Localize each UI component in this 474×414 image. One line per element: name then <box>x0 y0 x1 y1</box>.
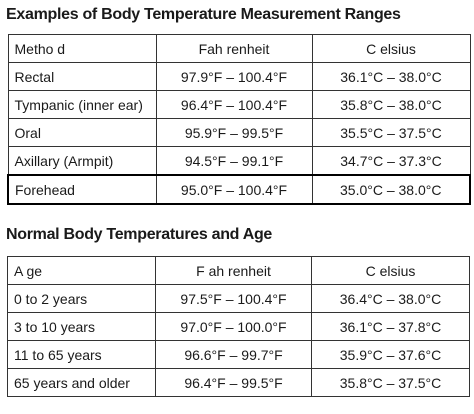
fahrenheit-cell: 96.6°F – 99.7°F <box>155 340 312 369</box>
age-cell: 3 to 10 years <box>7 312 156 341</box>
method-cell: Rectal <box>7 62 157 91</box>
fahrenheit-cell: 96.4°F – 100.4°F <box>155 90 313 119</box>
celsius-cell: 35.9°C – 37.6°C <box>311 340 470 369</box>
measurement-table-title: Examples of Body Temperature Measurement… <box>6 6 401 23</box>
header-fahrenheit: F ah renheit <box>155 256 312 285</box>
method-cell: Forehead <box>7 174 157 205</box>
header-age: A ge <box>7 256 156 285</box>
fahrenheit-cell: 94.5°F – 99.1°F <box>155 146 313 176</box>
celsius-cell: 36.1°C – 37.8°C <box>311 312 470 341</box>
table-header-row: Metho d Fah renheit C elsius <box>7 34 471 63</box>
celsius-cell: 36.1°C – 38.0°C <box>311 62 471 91</box>
celsius-cell: 35.0°C – 38.0°C <box>311 174 471 205</box>
age-cell: 65 years and older <box>7 368 156 397</box>
method-cell: Oral <box>7 118 157 147</box>
age-cell: 0 to 2 years <box>7 284 156 313</box>
table-row: 65 years and older 96.4°F – 99.5°F 35.8°… <box>7 368 470 397</box>
table-row: Tympanic (inner ear) 96.4°F – 100.4°F 35… <box>7 90 471 119</box>
fahrenheit-cell: 97.9°F – 100.4°F <box>155 62 313 91</box>
header-fahrenheit: Fah renheit <box>155 34 313 63</box>
header-method: Metho d <box>7 34 157 63</box>
celsius-cell: 35.8°C – 37.5°C <box>311 368 470 397</box>
celsius-cell: 34.7°C – 37.3°C <box>311 146 471 176</box>
method-cell: Tympanic (inner ear) <box>7 90 157 119</box>
celsius-cell: 35.5°C – 37.5°C <box>311 118 471 147</box>
age-temperatures-table: A ge F ah renheit C elsius 0 to 2 years … <box>7 256 470 397</box>
table-row: Axillary (Armpit) 94.5°F – 99.1°F 34.7°C… <box>7 146 471 176</box>
table-header-row: A ge F ah renheit C elsius <box>7 256 470 285</box>
celsius-cell: 36.4°C – 38.0°C <box>311 284 470 313</box>
fahrenheit-cell: 97.0°F – 100.0°F <box>155 312 312 341</box>
table-row: 11 to 65 years 96.6°F – 99.7°F 35.9°C – … <box>7 340 470 369</box>
age-cell: 11 to 65 years <box>7 340 156 369</box>
table-row: Oral 95.9°F – 99.5°F 35.5°C – 37.5°C <box>7 118 471 147</box>
header-celsius: C elsius <box>311 256 470 285</box>
fahrenheit-cell: 95.0°F – 100.4°F <box>155 174 313 205</box>
fahrenheit-cell: 97.5°F – 100.4°F <box>155 284 312 313</box>
table-row-highlighted: Forehead 95.0°F – 100.4°F 35.0°C – 38.0°… <box>7 174 471 205</box>
age-table-title: Normal Body Temperatures and Age <box>6 226 273 243</box>
fahrenheit-cell: 95.9°F – 99.5°F <box>155 118 313 147</box>
measurement-ranges-table: Metho d Fah renheit C elsius Rectal 97.9… <box>7 34 471 205</box>
header-celsius: C elsius <box>311 34 471 63</box>
fahrenheit-cell: 96.4°F – 99.5°F <box>155 368 312 397</box>
table-row: 0 to 2 years 97.5°F – 100.4°F 36.4°C – 3… <box>7 284 470 313</box>
celsius-cell: 35.8°C – 38.0°C <box>311 90 471 119</box>
table-row: 3 to 10 years 97.0°F – 100.0°F 36.1°C – … <box>7 312 470 341</box>
method-cell: Axillary (Armpit) <box>7 146 157 176</box>
table-row: Rectal 97.9°F – 100.4°F 36.1°C – 38.0°C <box>7 62 471 91</box>
